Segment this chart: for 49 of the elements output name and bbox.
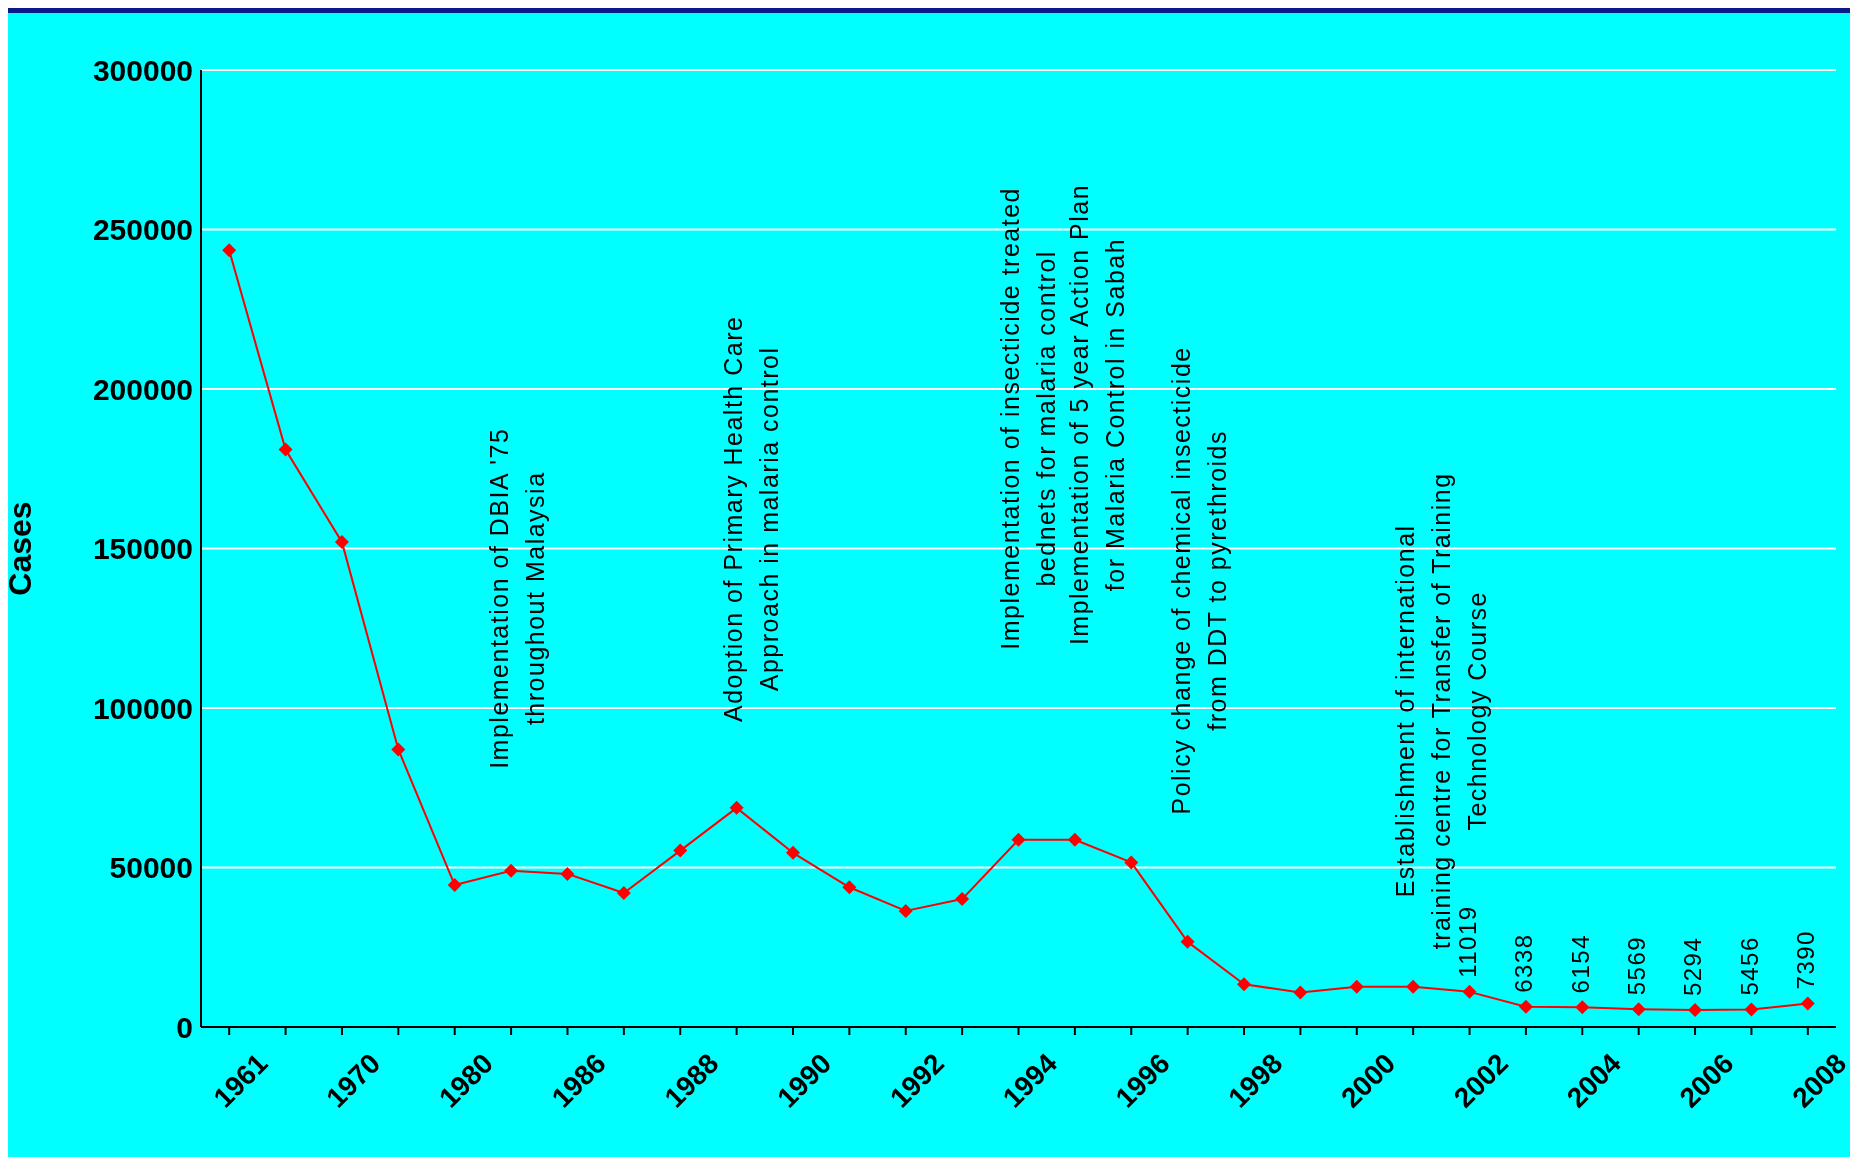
annotation: Implementation of insecticide treated bednets for malaria control: [996, 187, 1061, 650]
point: [1349, 979, 1364, 994]
y-tick-label: 200000: [92, 372, 193, 406]
point: [1067, 832, 1082, 847]
point: [842, 880, 857, 895]
annotation: Implementation of 5 year Action Plan for Malaria Control in Sabah: [1065, 183, 1130, 646]
data-label: 5294: [1679, 936, 1707, 997]
y-tick-label: 150000: [92, 532, 193, 566]
y-axis-title: Cases: [2, 501, 39, 596]
point: [447, 878, 462, 893]
annotation: Policy change of chemical insecticide from DDT to pyrethroids: [1166, 346, 1231, 815]
point: [1575, 1000, 1590, 1015]
point: [1462, 984, 1477, 999]
point: [1406, 979, 1421, 994]
point: [1011, 832, 1026, 847]
point: [1800, 996, 1815, 1011]
annotation: Implementation of DBIA '75 throughout Malaysia: [484, 427, 549, 769]
point: [616, 886, 631, 901]
point: [673, 843, 688, 858]
y-tick-label: 300000: [92, 53, 193, 87]
point: [1293, 985, 1308, 1000]
point: [278, 442, 293, 457]
y-tick-label: 250000: [92, 213, 193, 247]
data-label: 5569: [1623, 935, 1651, 996]
point: [391, 742, 406, 757]
point: [1180, 934, 1195, 949]
annotation: Adoption of Primary Health Care Approach in malaria control: [718, 315, 783, 723]
y-tick-label: 0: [176, 1010, 193, 1044]
point: [1124, 855, 1139, 870]
data-label: 11019: [1453, 905, 1481, 978]
y-tick-label: 100000: [92, 691, 193, 725]
point: [729, 800, 744, 815]
point: [898, 903, 913, 918]
data-label: 7390: [1792, 930, 1820, 990]
y-tick-label: 50000: [109, 851, 193, 885]
point: [955, 892, 970, 907]
point: [1518, 999, 1533, 1014]
point: [222, 243, 237, 258]
point: [785, 845, 800, 860]
point: [1631, 1002, 1646, 1017]
point: [334, 535, 349, 550]
point: [1688, 1003, 1703, 1018]
point: [504, 863, 519, 878]
point: [1744, 1002, 1759, 1017]
data-label: 5456: [1735, 936, 1763, 996]
data-label: 6154: [1566, 933, 1594, 994]
point: [560, 866, 575, 881]
point: [1237, 977, 1252, 992]
data-label: 6338: [1510, 933, 1538, 993]
